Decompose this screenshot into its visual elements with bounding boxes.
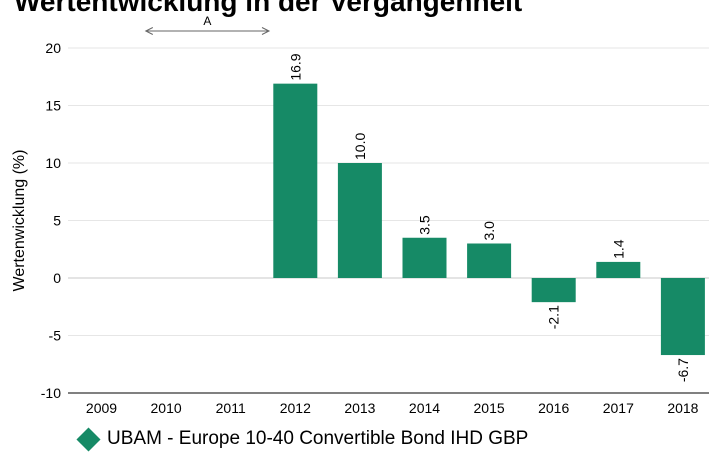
x-tick-label: 2013: [344, 400, 375, 416]
annotation-arrow-right: [261, 27, 271, 35]
bar: [337, 163, 382, 278]
data-label: -2.1: [546, 305, 562, 329]
y-tick-label: -10: [41, 385, 61, 401]
y-tick-label: 5: [53, 213, 61, 229]
x-tick-label: 2018: [667, 400, 698, 416]
chart-title: Wertentwicklung in der Vergangenheit: [14, 0, 523, 17]
x-tick-label: 2015: [474, 400, 505, 416]
legend: UBAM - Europe 10-40 Convertible Bond IHD…: [76, 426, 529, 452]
x-tick-label: 2016: [538, 400, 569, 416]
bar: [660, 278, 705, 356]
grid-lines: [68, 47, 709, 394]
x-tick-label: 2010: [151, 400, 182, 416]
y-tick-label: 10: [45, 155, 61, 171]
legend-label: UBAM - Europe 10-40 Convertible Bond IHD…: [107, 428, 529, 449]
annotation-arrow-left: [144, 27, 154, 35]
y-tick-label: 15: [45, 98, 61, 114]
bars: [273, 83, 705, 356]
x-tick-label: 2014: [409, 400, 440, 416]
data-label: 1.4: [610, 239, 626, 259]
legend-diamond-icon: [76, 426, 101, 452]
data-label: 10.0: [352, 133, 368, 160]
y-axis-title: Wertenwicklung (%): [11, 150, 28, 292]
y-tick-label: -5: [49, 328, 62, 344]
y-tick-label: 20: [45, 40, 61, 56]
bar: [531, 278, 576, 303]
bar-chart: -10 -5 0 5 10 15 20 2009 2010 2011 2012 2013 2014 201…: [11, 14, 709, 416]
bar: [467, 243, 512, 278]
data-label: 3.5: [417, 215, 433, 235]
x-tick-label: 2012: [280, 400, 311, 416]
data-labels: 16.9 10.0 3.5 3.0 -2.1 1.4 -6.7: [287, 53, 691, 382]
annotation: A: [144, 14, 271, 35]
x-tick-label: 2011: [216, 400, 246, 416]
data-label: -6.7: [675, 358, 691, 382]
axes: -10 -5 0 5 10 15 20 2009 2010 2011 2012 2013 2014 201…: [11, 40, 709, 416]
bar: [402, 237, 447, 278]
bar: [273, 83, 318, 279]
data-label: 16.9: [287, 53, 303, 80]
data-label: 3.0: [481, 221, 497, 241]
y-tick-label: 0: [53, 270, 61, 286]
bar: [596, 261, 641, 278]
x-tick-label: 2017: [603, 400, 634, 416]
annotation-label: A: [203, 14, 211, 28]
x-tick-label: 2009: [86, 400, 117, 416]
